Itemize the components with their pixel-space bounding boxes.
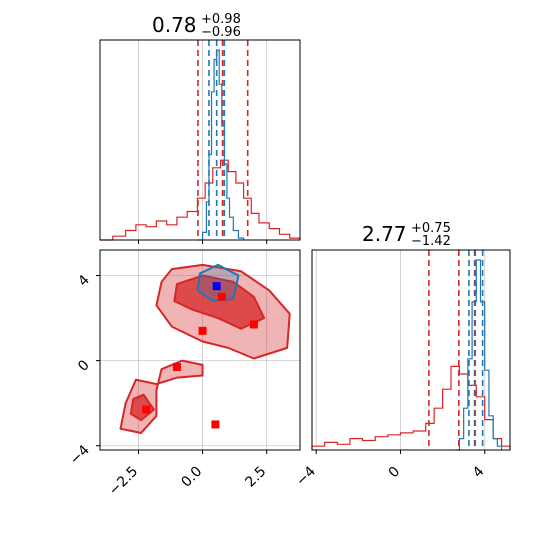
contour-2 bbox=[119, 359, 204, 434]
hist2-xtick-label-2: 4 bbox=[470, 463, 488, 481]
title-param1-lower: −0.96 bbox=[201, 25, 241, 40]
hist2-xtick-label-1: 0 bbox=[386, 464, 404, 482]
histogram-panel-param2: −4 0 4 bbox=[293, 249, 511, 489]
marker-1 bbox=[217, 292, 226, 301]
title-param2-upper: +0.75 bbox=[411, 221, 451, 236]
title-param1-upper: +0.98 bbox=[201, 12, 241, 27]
marker-2 bbox=[249, 320, 258, 329]
marker-3 bbox=[198, 326, 207, 335]
histogram-param2-series-0 bbox=[311, 365, 511, 450]
marker-5 bbox=[142, 405, 151, 414]
scatter-frame bbox=[99, 249, 301, 451]
scatter-ytick-label-0: −4 bbox=[67, 442, 93, 468]
scatter-ytick-label-2: 4 bbox=[75, 272, 93, 290]
title-param2: 2.77 +0.75 −1.42 bbox=[362, 221, 451, 249]
histogram-param2-series-1 bbox=[455, 259, 503, 451]
title-param2-median: 2.77 bbox=[362, 222, 407, 246]
hist1-frame bbox=[99, 39, 301, 241]
marker-4 bbox=[172, 363, 181, 372]
histogram-param1-series-1 bbox=[197, 49, 245, 241]
scatter-ytick-label-1: 0 bbox=[75, 357, 93, 375]
scatter-xtick-label-1: 0.0 bbox=[178, 464, 205, 491]
scatter-xtick-label-0: −2.5 bbox=[106, 464, 141, 499]
histogram-panel-param1 bbox=[99, 39, 301, 244]
histogram-param1-series-0 bbox=[100, 159, 301, 241]
hist2-frame bbox=[311, 249, 511, 451]
marker-6 bbox=[211, 420, 220, 429]
scatter-panel: −2.5 0.0 2.5 −4 0 4 bbox=[67, 249, 301, 499]
hist2-xtick-label-0: −4 bbox=[293, 463, 319, 489]
scatter-xtick-label-2: 2.5 bbox=[242, 464, 269, 491]
title-param1: 0.78 +0.98 −0.96 bbox=[152, 12, 241, 40]
title-param2-lower: −1.42 bbox=[411, 234, 451, 249]
title-param1-median: 0.78 bbox=[152, 13, 197, 37]
marker-0 bbox=[212, 282, 221, 291]
